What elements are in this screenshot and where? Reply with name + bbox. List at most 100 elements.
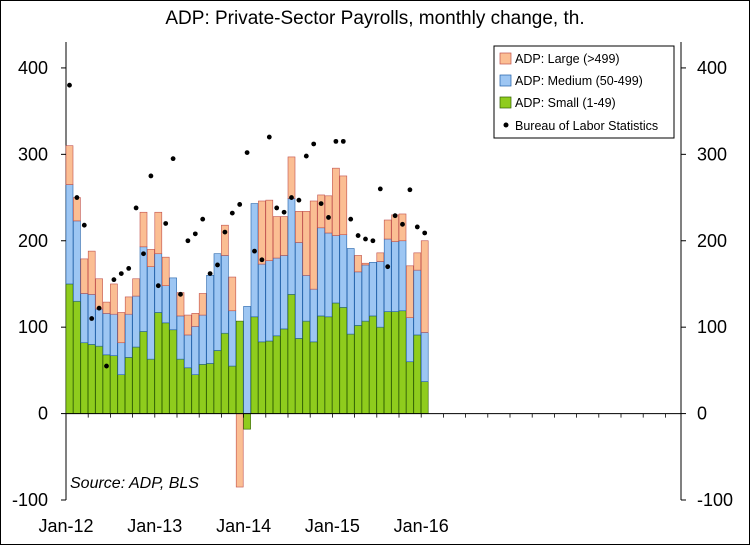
bar-large [406,265,414,318]
bar-small [161,322,170,414]
bls-point [81,222,87,228]
y-tick-label-right: 200 [697,231,727,251]
bls-point [377,186,383,192]
bar-medium [406,317,414,363]
bar-large [73,197,81,222]
bar-medium [272,257,281,337]
bar-small [287,294,296,414]
bar-large [117,312,126,344]
bls-point [215,262,220,268]
bar-small [80,342,89,414]
bls-point [370,238,376,244]
bar-small [124,357,133,414]
bar-large [302,211,311,276]
bar-small [317,315,325,414]
legend-marker-bls [503,122,509,128]
bls-point [266,134,272,140]
legend-label-large: ADP: Large (>499) [515,52,620,66]
bar-large [413,252,422,271]
y-tick-label-right: 400 [697,58,727,78]
bar-large [265,199,274,261]
bls-point [118,271,124,276]
bar-small [280,328,288,414]
bls-point [111,277,117,283]
y-tick-label-left: 0 [38,404,48,424]
bar-large [280,216,288,256]
bar-small [413,334,422,414]
x-tick-label: Jan-13 [127,516,182,536]
bls-point [296,197,302,203]
bls-point [392,213,398,219]
bar-large [228,276,237,312]
bar-medium [102,313,111,356]
bar-medium [176,315,185,360]
bar-small [213,350,222,414]
bar-medium [147,266,155,360]
bls-point [281,209,287,215]
bls-point [178,291,183,297]
bar-small [95,345,103,414]
bar-small [184,367,192,414]
bar-large [295,211,303,243]
legend-box [493,45,675,139]
y-tick-label-right: 100 [697,317,727,337]
bar-large [80,258,89,294]
bar-large [65,145,74,185]
bls-point [318,201,324,206]
bar-medium [420,332,429,382]
bar-small [324,316,333,414]
bar-large [95,278,103,310]
bar-small [235,320,244,414]
bar-small [346,333,355,414]
bar-small [302,320,311,414]
source-note: Source: ADP, BLS [70,475,199,492]
y-tick-label-left: 300 [18,144,48,164]
bar-large [317,194,325,229]
bar-large [124,296,133,315]
bar-large [287,156,296,199]
bar-small [117,374,126,414]
legend-swatch-small [499,96,512,109]
bls-point [422,230,428,236]
y-tick-label-right: 0 [697,404,707,424]
bar-medium [413,269,422,336]
bar-medium [132,295,140,348]
bls-point [414,224,420,230]
bar-small [228,365,237,414]
bar-small [147,358,155,414]
bls-point [326,215,331,220]
bar-medium [213,253,222,351]
bls-point [133,205,139,211]
bls-point [222,229,228,235]
bar-medium [191,326,200,375]
legend-label-small: ADP: Small (1-49) [515,96,616,110]
bar-medium [228,310,237,367]
bar-small [295,338,303,414]
bar-large [354,255,362,273]
bar-medium [161,285,170,324]
bar-small [250,316,259,414]
bar-layer [65,145,429,488]
bar-large [258,200,266,265]
bar-medium [95,308,103,347]
bar-small [176,358,185,414]
bar-small [139,331,148,414]
bar-large [191,313,200,327]
bls-point [229,210,235,216]
legend-label-medium: ADP: Medium (50-499) [515,74,643,88]
bar-medium [332,235,340,304]
y-tick-label-right: 300 [697,144,727,164]
y-tick-label-right: -100 [697,490,733,510]
bls-point [192,231,198,237]
bar-large [154,211,163,255]
bls-point [104,363,109,369]
bar-medium [184,334,192,369]
bar-small [198,364,207,414]
bar-large [161,256,170,286]
bar-small [369,315,377,414]
bar-medium [258,263,266,343]
bar-medium [309,288,318,343]
bls-point [311,141,317,147]
bar-large [376,252,385,262]
bar-small [332,302,340,414]
